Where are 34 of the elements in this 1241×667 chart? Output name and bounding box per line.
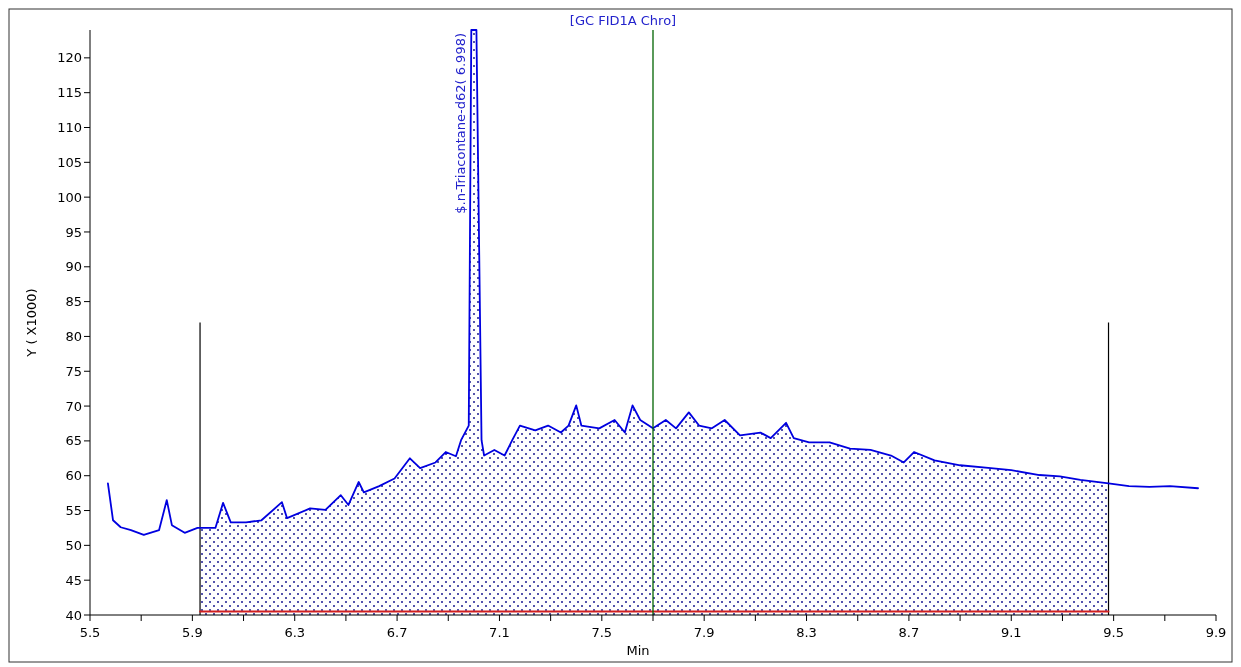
x-tick-label: 9.9 bbox=[1205, 625, 1227, 640]
x-tick-label: 9.5 bbox=[1103, 625, 1124, 640]
x-tick-label: 9.1 bbox=[1000, 625, 1022, 640]
y-tick-label: 50 bbox=[65, 537, 82, 553]
y-tick-label: 65 bbox=[65, 433, 82, 449]
y-tick-label: 90 bbox=[65, 259, 82, 275]
y-tick-label: 80 bbox=[65, 328, 82, 344]
x-tick-label: 7.1 bbox=[489, 625, 510, 640]
y-tick-label: 95 bbox=[65, 224, 82, 240]
ref-line-label: [GC FID1A Chro] bbox=[569, 13, 677, 28]
y-axis-title: Y ( X1000) bbox=[24, 288, 39, 358]
x-tick-label: 6.7 bbox=[386, 625, 408, 640]
x-tick-label: 7.5 bbox=[591, 625, 613, 640]
y-tick-label: 115 bbox=[57, 85, 82, 101]
y-tick-label: 60 bbox=[65, 468, 82, 484]
x-tick-label: 8.3 bbox=[796, 625, 817, 640]
y-tick-label: 100 bbox=[57, 189, 82, 205]
y-tick-label: 75 bbox=[65, 363, 82, 379]
y-tick-label: 55 bbox=[65, 503, 82, 519]
x-tick-label: 6.3 bbox=[284, 625, 306, 640]
y-tick-label: 110 bbox=[57, 120, 82, 136]
y-tick-label: 70 bbox=[65, 398, 82, 414]
x-tick-label: 7.9 bbox=[693, 625, 715, 640]
x-axis-title: Min bbox=[626, 643, 650, 658]
y-tick-label: 120 bbox=[57, 50, 82, 66]
y-tick-label: 85 bbox=[65, 294, 82, 310]
y-tick-label: 45 bbox=[65, 572, 82, 588]
x-tick-label: 8.7 bbox=[898, 625, 920, 640]
x-tick-label: 5.5 bbox=[79, 625, 101, 640]
x-tick-label: 5.9 bbox=[182, 625, 203, 640]
y-tick-label: 40 bbox=[65, 607, 82, 623]
y-tick-label: 105 bbox=[57, 154, 82, 170]
annotation: $.n-Triacontane-d62( 6.998) bbox=[453, 33, 469, 214]
line-series bbox=[107, 29, 1199, 536]
